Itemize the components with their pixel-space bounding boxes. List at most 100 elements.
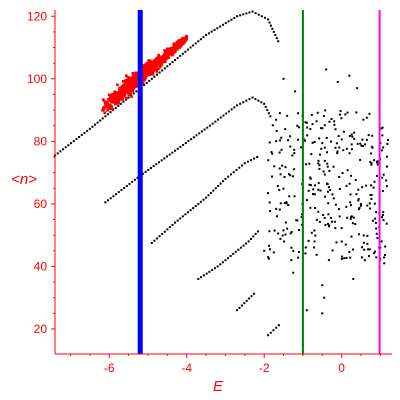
- cloud-point: [339, 110, 342, 113]
- ridge-0-point: [263, 16, 266, 19]
- highlight-point: [135, 74, 139, 78]
- cloud-point: [334, 128, 337, 131]
- highlight-point: [131, 89, 135, 93]
- highlight-point: [150, 67, 154, 71]
- cloud-point: [271, 175, 274, 178]
- cloud-point: [381, 126, 384, 129]
- cloud-point: [334, 203, 337, 206]
- highlight-point: [109, 95, 113, 99]
- highlight-point: [126, 79, 130, 82]
- ridge-2-point: [232, 171, 235, 174]
- cloud-point: [345, 256, 348, 259]
- highlight-point: [120, 95, 124, 99]
- highlight-point: [123, 82, 126, 86]
- ridge-1-point: [248, 98, 251, 101]
- cloud-point: [318, 220, 321, 223]
- ridge-0-point: [272, 30, 275, 33]
- ridge-0-point: [197, 40, 200, 43]
- ridge-1-point: [236, 104, 239, 107]
- highlight-point: [111, 107, 114, 111]
- highlight-point: [165, 53, 169, 57]
- highlight-point: [109, 104, 112, 108]
- highlight-point: [113, 90, 116, 94]
- cloud-point: [290, 246, 293, 249]
- cloud-point: [321, 142, 324, 145]
- highlight-point: [128, 88, 132, 91]
- ridge-0-point: [213, 28, 216, 31]
- ridge-2-point: [174, 221, 177, 224]
- highlight-point: [159, 56, 163, 60]
- highlight-point: [147, 60, 151, 64]
- ridge-0-point: [277, 40, 280, 43]
- cloud-point: [345, 205, 348, 208]
- cloud-point: [308, 183, 311, 186]
- ridge-0-point: [260, 15, 263, 18]
- highlight-point: [109, 99, 112, 103]
- highlight-point: [129, 92, 132, 95]
- ridge-0-point: [166, 65, 169, 68]
- ridge-0-point: [132, 92, 135, 95]
- cloud-point: [372, 186, 375, 189]
- ridge-1-point: [120, 189, 123, 192]
- cloud-point: [313, 240, 316, 243]
- ridge-1-point: [214, 120, 217, 123]
- ridge-0-point: [88, 127, 91, 130]
- highlight-point: [116, 98, 120, 101]
- cloud-point: [327, 213, 330, 216]
- ridge-1-point: [219, 116, 222, 119]
- ridge-2-point: [224, 177, 227, 180]
- ridge-1-point: [149, 167, 152, 170]
- highlight-point: [115, 95, 119, 98]
- highlight-point: [167, 47, 171, 51]
- highlight-point: [185, 34, 188, 38]
- highlight-point: [110, 98, 113, 101]
- ridge-2-point: [197, 202, 200, 205]
- highlight-point: [177, 45, 180, 49]
- cloud-point: [309, 127, 312, 130]
- ridge-3-point: [202, 274, 205, 277]
- highlight-point: [111, 92, 114, 96]
- highlight-point: [110, 99, 114, 103]
- highlight-point: [104, 104, 108, 107]
- highlight-point: [152, 69, 156, 72]
- cloud-point: [317, 188, 320, 191]
- cloud-point: [297, 251, 300, 254]
- cloud-point: [311, 141, 314, 144]
- ridge-0-point: [163, 67, 166, 70]
- cloud-point: [358, 208, 361, 211]
- cloud-point: [357, 188, 360, 191]
- cloud-point: [278, 188, 281, 191]
- cloud-point: [370, 197, 373, 200]
- cloud-point: [328, 120, 331, 123]
- cloud-point: [333, 123, 336, 126]
- highlight-point: [157, 55, 160, 59]
- highlight-point: [119, 89, 122, 92]
- ridge-0-point: [189, 46, 192, 49]
- highlight-point: [116, 83, 119, 87]
- cloud-point: [321, 284, 324, 287]
- highlight-point: [114, 101, 118, 104]
- cloud-point: [267, 256, 270, 259]
- cloud-point: [326, 165, 329, 168]
- cloud-point: [323, 124, 326, 127]
- x-tick-label: -2: [259, 361, 270, 375]
- highlight-point: [119, 96, 123, 100]
- cloud-point: [329, 216, 332, 219]
- highlight-point: [163, 51, 167, 54]
- ridge-0-point: [150, 77, 153, 80]
- ridge-0-point: [156, 73, 159, 76]
- ridge-3-point: [197, 277, 200, 280]
- cloud-point: [366, 204, 369, 207]
- cloud-point: [376, 237, 379, 240]
- ridge-0-point: [125, 98, 128, 101]
- cloud-point: [334, 227, 337, 230]
- highlight-point: [157, 58, 161, 62]
- highlight-point: [115, 97, 119, 100]
- cloud-point: [322, 115, 325, 118]
- ridge-0-point: [176, 56, 179, 59]
- highlight-point: [101, 108, 104, 112]
- highlight-point: [123, 89, 126, 92]
- cloud-point: [300, 216, 303, 219]
- cloud-point: [362, 234, 365, 237]
- cloud-point: [346, 169, 349, 172]
